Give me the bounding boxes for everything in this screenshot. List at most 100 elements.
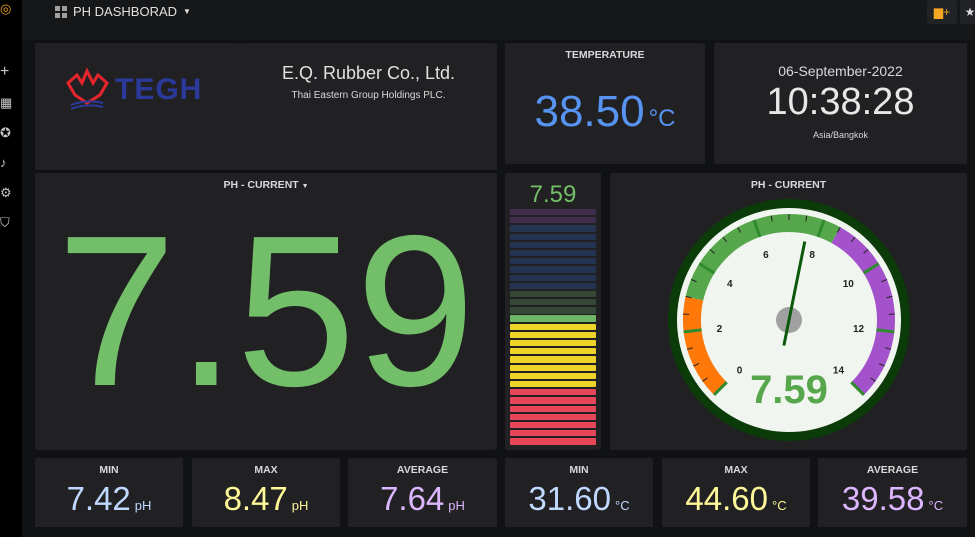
gauge-tick: [878, 362, 885, 367]
stat-label: AVERAGE: [396, 464, 449, 476]
stat-panel-min: MIN 7.42 pH: [35, 458, 183, 527]
caret-down-icon: ▼: [301, 183, 309, 190]
gauge-value: 7.59: [750, 368, 828, 412]
stat-label: MIN: [99, 464, 119, 476]
gauge-tick: [881, 278, 888, 283]
grafana-logo-icon[interactable]: ◎: [0, 1, 12, 16]
bar-gauge-segment: [510, 290, 596, 298]
sidebar: ◎ + ▦ ✪ ♪ ⚙ ⛉: [0, 0, 22, 537]
gauge-tick-label: 0: [737, 365, 743, 376]
bar-gauge-segment: [510, 249, 596, 257]
stat-panel-min: MIN 31.60 °C: [505, 458, 653, 527]
ph-bar-gauge-panel: 7.59: [505, 173, 601, 450]
gauge-tick: [722, 236, 728, 243]
add-panel-button[interactable]: ▆+: [927, 0, 957, 24]
gauge-tick: [737, 226, 742, 233]
gauge-tick: [886, 295, 893, 299]
gauge-tick: [805, 215, 808, 222]
gauge-tick: [850, 381, 866, 397]
panel-title: TEMPERATURE: [565, 49, 645, 61]
gauge-tick: [876, 328, 895, 334]
caret-down-icon: ▼: [183, 7, 191, 16]
company-logo-text: TEGH: [115, 73, 203, 106]
gauge-tick-label: 12: [853, 324, 865, 335]
top-bar: PH DASHBORAD ▼ ▆+ ★: [22, 0, 975, 40]
stat-panel-max: MAX 8.47 pH: [192, 458, 340, 527]
plus-icon[interactable]: +: [0, 63, 10, 80]
stat-label: MIN: [569, 464, 589, 476]
stat-label: MAX: [254, 464, 278, 476]
bar-gauge-segment: [510, 266, 596, 273]
panel-title-menu[interactable]: PH - CURRENT ▼: [223, 179, 309, 191]
logo-panel: TEGH: [35, 43, 240, 170]
bar-gauge-value: 7.59: [529, 181, 577, 208]
gauge-tick-label: 2: [717, 324, 723, 335]
star-button[interactable]: ★: [960, 0, 975, 24]
gauge-tick: [863, 248, 869, 254]
bar-gauge-segment: [510, 356, 596, 363]
ph-current-stat-panel: PH - CURRENT ▼ 7.59: [35, 173, 497, 450]
shield-icon[interactable]: ⛉: [0, 215, 10, 230]
gauge-tick: [690, 278, 697, 283]
gauge-band: [683, 296, 727, 395]
bar-gauge-segment: [510, 413, 596, 420]
bar-gauge-segment: [510, 372, 596, 380]
gauge-tick: [862, 262, 880, 275]
bar-chart-plus-icon: ▆+: [933, 5, 951, 19]
gauge-tick-label: 4: [727, 279, 733, 290]
stat-value: 39.58 °C: [841, 480, 944, 517]
dashboard-title-button[interactable]: PH DASHBORAD ▼: [55, 4, 191, 19]
bar-gauge-segment: [510, 225, 596, 232]
dashboard-title: PH DASHBORAD: [73, 4, 178, 19]
gear-icon[interactable]: ⚙: [0, 185, 12, 200]
gauge-tick: [770, 215, 773, 222]
gauge-needle: [782, 241, 807, 346]
dashboards-grid-icon: [55, 5, 67, 18]
bar-gauge-segment: [510, 430, 596, 437]
ph-gauge-panel: PH - CURRENT 0 2 4 6 8 10 12 14 7.59: [610, 173, 967, 450]
clock-time: 10:38:28: [766, 81, 915, 123]
company-subtitle: Thai Eastern Group Holdings PLC.: [291, 90, 446, 101]
bar-gauge-segment: [510, 340, 596, 347]
temperature-value: 38.50 °C: [534, 87, 676, 136]
bell-icon[interactable]: ♪: [0, 155, 7, 170]
stat-panel-max: MAX 44.60 °C: [662, 458, 810, 527]
gauge-tick: [685, 295, 692, 299]
explore-icon[interactable]: ✪: [0, 125, 11, 140]
dashboards-icon[interactable]: ▦: [0, 95, 13, 110]
gauge-tick: [702, 377, 708, 382]
bar-gauge-segment: [510, 331, 596, 339]
bar-gauge-segment: [510, 364, 596, 371]
gauge-tick: [850, 236, 856, 243]
bar-gauge-segment: [510, 315, 596, 322]
stat-value: 44.60 °C: [685, 480, 787, 517]
panel-title: PH - CURRENT: [750, 179, 827, 191]
gauge-tick: [698, 262, 716, 275]
bar-gauge-segment: [510, 282, 596, 289]
bar-gauge-segment: [510, 217, 596, 224]
stat-panel-average: AVERAGE 7.64 pH: [348, 458, 497, 527]
gauge-tick: [693, 362, 700, 367]
bar-gauge-segment: [510, 307, 596, 314]
star-icon: ★: [964, 5, 975, 19]
stat-panel-average: AVERAGE 39.58 °C: [818, 458, 967, 527]
bar-gauge-segment: [510, 380, 596, 388]
temperature-panel: TEMPERATURE 38.50 °C: [505, 43, 705, 164]
bar-gauge-segment: [510, 405, 596, 412]
bar-gauge-segment: [510, 258, 596, 265]
stat-label: MAX: [724, 464, 748, 476]
ph-current-value: 7.59: [56, 190, 476, 431]
stat-value: 31.60 °C: [528, 480, 630, 517]
bar-gauge-segment: [510, 421, 596, 429]
gauge-tick: [870, 377, 876, 382]
bar-gauge-segment: [510, 233, 596, 240]
bar-gauge-segment: [510, 438, 596, 445]
gauge-tick: [709, 248, 715, 254]
stat-label: AVERAGE: [866, 464, 919, 476]
company-name: E.Q. Rubber Co., Ltd.: [281, 63, 456, 83]
stat-value: 7.42 pH: [66, 480, 152, 517]
gauge-tick-label: 6: [763, 250, 769, 261]
gauge-band: [685, 214, 841, 301]
gauge-tick-label: 8: [809, 250, 815, 261]
gauge-tick: [884, 347, 891, 350]
